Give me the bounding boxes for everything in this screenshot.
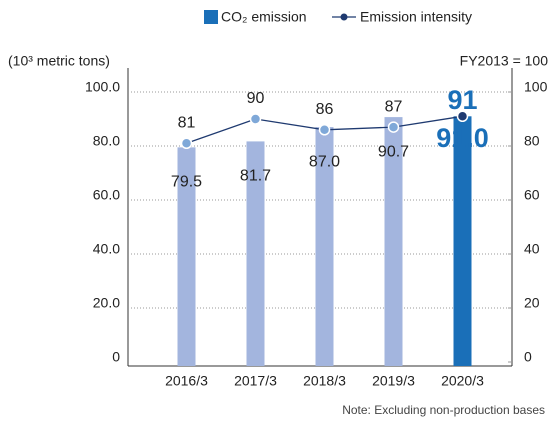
line-marker — [180, 137, 193, 150]
x-tick-label: 2018/3 — [303, 373, 346, 389]
line-value-label: 91 — [447, 85, 477, 115]
y2-tick-label: 20 — [524, 295, 540, 311]
y-tick-label: 20.0 — [93, 295, 120, 311]
line-value-label: 90 — [247, 90, 265, 107]
line-value-label: 87 — [385, 98, 403, 115]
bar — [384, 117, 403, 366]
x-tick-label: 2016/3 — [165, 373, 208, 389]
x-tick-label: 2019/3 — [372, 373, 415, 389]
y-tick-label: 0 — [112, 349, 120, 365]
bar — [246, 141, 265, 366]
bar — [453, 116, 472, 366]
y-tick-label: 100.0 — [85, 79, 120, 95]
y-tick-label: 40.0 — [93, 241, 120, 257]
legend-marker — [340, 13, 348, 21]
y2-tick-label: 60 — [524, 187, 540, 203]
y2-tick-label: 100 — [524, 79, 548, 95]
y2-axis-label: FY2013 = 100 — [460, 53, 549, 69]
note: Note: Excluding non-production bases — [342, 403, 545, 417]
line-value-label: 81 — [178, 115, 196, 132]
y-axis-label: (10³ metric tons) — [8, 53, 110, 69]
legend-swatch — [204, 10, 218, 24]
x-tick-label: 2020/3 — [441, 373, 484, 389]
line-marker — [387, 121, 400, 133]
y2-tick-label: 80 — [524, 133, 540, 149]
y2-tick-label: 0 — [524, 349, 532, 365]
y-tick-label: 80.0 — [93, 133, 120, 149]
bar-value-label: 91.0 — [436, 123, 489, 153]
bar-value-label: 87.0 — [309, 153, 340, 170]
legend-label: Emission intensity — [360, 9, 472, 25]
y-tick-label: 60.0 — [93, 187, 120, 203]
bar-value-label: 90.7 — [378, 143, 409, 160]
line-marker — [318, 124, 331, 136]
y2-tick-label: 40 — [524, 241, 540, 257]
bar — [177, 147, 196, 366]
line-marker — [456, 110, 469, 123]
legend-label: CO₂ emission — [221, 9, 307, 25]
x-tick-label: 2017/3 — [234, 373, 277, 389]
bar — [315, 127, 334, 366]
bar-value-label: 79.5 — [171, 174, 202, 191]
line-value-label: 86 — [316, 101, 334, 118]
line-marker — [249, 113, 262, 125]
bar-value-label: 81.7 — [240, 168, 271, 185]
